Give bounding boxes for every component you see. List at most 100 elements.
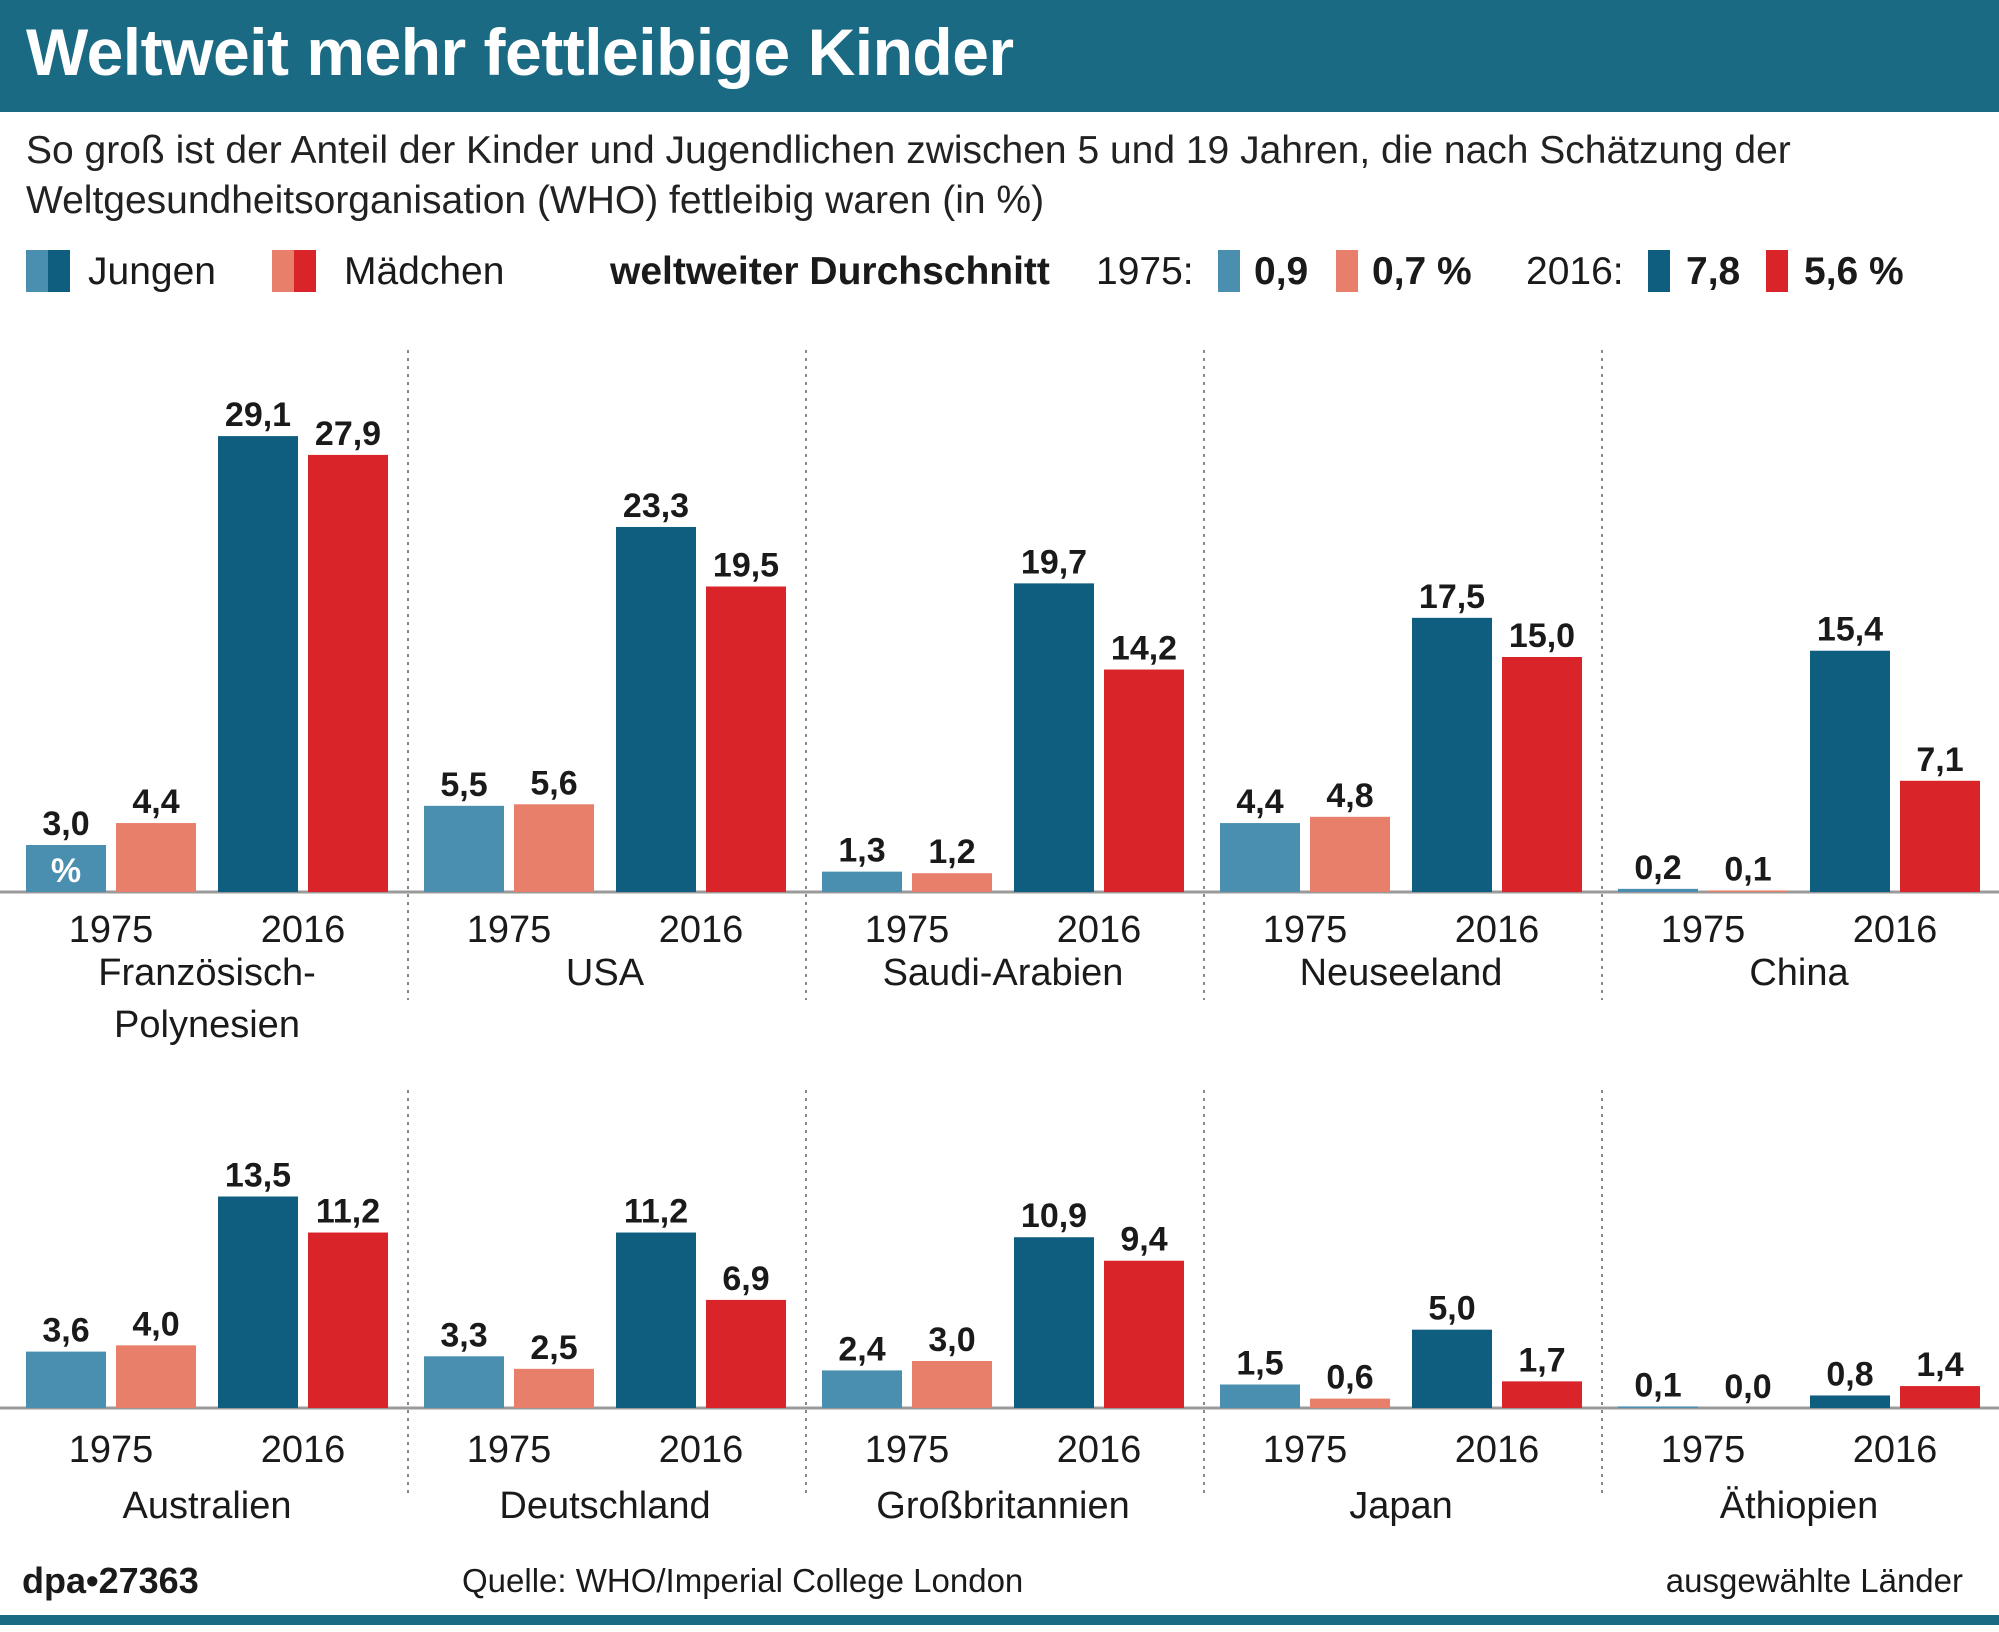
value-label-saudi-arabien-2016-boys: 19,7 xyxy=(1021,543,1087,581)
year-label-grossbritannien-1975: 1975 xyxy=(865,1429,950,1471)
year-label-franzoesisch-polynesien-1975: 1975 xyxy=(69,909,154,951)
avg-1975-girls-swatch xyxy=(1336,250,1358,292)
value-label-franzoesisch-polynesien-1975-girls: 4,4 xyxy=(132,783,179,821)
year-label-saudi-arabien-2016: 2016 xyxy=(1057,909,1142,951)
footer-rule xyxy=(0,1615,1999,1625)
value-label-japan-2016-boys: 5,0 xyxy=(1428,1290,1475,1328)
bar-china-1975-boys xyxy=(1618,888,1698,892)
value-label-japan-1975-girls: 0,6 xyxy=(1326,1359,1373,1397)
country-label-neuseeland: Neuseeland xyxy=(1300,952,1503,994)
value-label-australien-2016-girls: 11,2 xyxy=(316,1193,380,1231)
bar-australien-1975-boys xyxy=(26,1351,106,1408)
year-label-china-1975: 1975 xyxy=(1661,909,1746,951)
country-label-saudi-arabien: Saudi-Arabien xyxy=(883,952,1124,994)
avg-2016-girls-swatch xyxy=(1766,250,1788,292)
year-label-saudi-arabien-1975: 1975 xyxy=(865,909,950,951)
country-label-usa: USA xyxy=(566,952,645,994)
value-label-aethiopien-2016-boys: 0,8 xyxy=(1826,1355,1873,1393)
bar-china-2016-boys xyxy=(1810,650,1890,892)
chart-subtitle: So groß ist der Anteil der Kinder und Ju… xyxy=(26,129,1791,222)
bar-neuseeland-1975-boys xyxy=(1220,823,1300,892)
avg-1975-boys-swatch xyxy=(1218,250,1240,292)
bar-saudi-arabien-2016-girls xyxy=(1104,669,1184,892)
selection-note: ausgewählte Länder xyxy=(1665,1562,1963,1599)
country-label-japan: Japan xyxy=(1349,1485,1453,1527)
value-label-china-1975-girls: 0,1 xyxy=(1724,850,1771,888)
world-average-1975-label: 1975: xyxy=(1096,250,1194,293)
world-average-2016-label: 2016: xyxy=(1526,250,1624,293)
year-label-australien-2016: 2016 xyxy=(261,1429,346,1471)
bar-usa-1975-boys xyxy=(424,805,504,892)
country-label-grossbritannien: Großbritannien xyxy=(876,1485,1129,1527)
bar-deutschland-1975-girls xyxy=(514,1368,594,1408)
bar-japan-1975-girls xyxy=(1310,1398,1390,1408)
bar-neuseeland-2016-boys xyxy=(1412,617,1492,892)
year-label-franzoesisch-polynesien-2016: 2016 xyxy=(261,909,346,951)
value-label-usa-1975-girls: 5,6 xyxy=(530,764,577,802)
bar-neuseeland-1975-girls xyxy=(1310,816,1390,892)
bar-grossbritannien-2016-boys xyxy=(1014,1237,1094,1408)
bar-japan-1975-boys xyxy=(1220,1384,1300,1408)
value-label-grossbritannien-2016-boys: 10,9 xyxy=(1021,1197,1087,1235)
value-label-franzoesisch-polynesien-2016-boys: 29,1 xyxy=(225,396,291,434)
bar-aethiopien-2016-boys xyxy=(1810,1395,1890,1408)
value-label-usa-2016-girls: 19,5 xyxy=(713,547,779,585)
value-label-usa-2016-boys: 23,3 xyxy=(623,487,689,525)
year-label-deutschland-1975: 1975 xyxy=(467,1429,552,1471)
bar-grossbritannien-1975-boys xyxy=(822,1370,902,1408)
year-label-usa-2016: 2016 xyxy=(659,909,744,951)
unit-marker-percent: % xyxy=(51,852,81,890)
bar-saudi-arabien-1975-boys xyxy=(822,871,902,892)
value-label-japan-2016-girls: 1,7 xyxy=(1518,1341,1565,1379)
avg-1975-boys-value: 0,9 xyxy=(1254,250,1309,293)
year-label-usa-1975: 1975 xyxy=(467,909,552,951)
country-label-australien: Australien xyxy=(123,1485,292,1527)
legend-swatch-girls-1975 xyxy=(272,250,294,292)
chart-title: Weltweit mehr fettleibige Kinder xyxy=(26,15,1014,89)
legend-swatch-boys-1975 xyxy=(26,250,48,292)
bar-franzoesisch-polynesien-2016-boys xyxy=(218,436,298,892)
bar-franzoesisch-polynesien-1975-boys xyxy=(26,845,106,892)
value-label-neuseeland-2016-boys: 17,5 xyxy=(1419,578,1485,616)
title-bar: Weltweit mehr fettleibige Kinder xyxy=(0,0,1999,112)
value-label-saudi-arabien-1975-girls: 1,2 xyxy=(928,833,975,871)
bar-china-1975-girls xyxy=(1708,890,1788,892)
value-label-deutschland-1975-girls: 2,5 xyxy=(530,1329,577,1367)
bar-aethiopien-1975-boys xyxy=(1618,1406,1698,1408)
legend-label-boys: Jungen xyxy=(88,250,216,293)
bar-neuseeland-2016-girls xyxy=(1502,657,1582,892)
legend-swatch-girls-2016 xyxy=(294,250,316,292)
value-label-neuseeland-1975-girls: 4,8 xyxy=(1326,777,1373,815)
value-label-usa-1975-boys: 5,5 xyxy=(440,766,487,804)
bar-china-2016-girls xyxy=(1900,780,1980,892)
source-note: Quelle: WHO/Imperial College London xyxy=(462,1562,1024,1599)
year-label-aethiopien-2016: 2016 xyxy=(1853,1429,1938,1471)
value-label-grossbritannien-1975-girls: 3,0 xyxy=(928,1321,975,1359)
value-label-neuseeland-1975-boys: 4,4 xyxy=(1236,783,1283,821)
year-label-grossbritannien-2016: 2016 xyxy=(1057,1429,1142,1471)
bar-japan-2016-girls xyxy=(1502,1381,1582,1408)
bar-grossbritannien-2016-girls xyxy=(1104,1260,1184,1408)
value-label-franzoesisch-polynesien-2016-girls: 27,9 xyxy=(315,415,381,453)
avg-2016-boys-value: 7,8 xyxy=(1686,250,1741,293)
bar-australien-1975-girls xyxy=(116,1345,196,1408)
value-label-japan-1975-boys: 1,5 xyxy=(1236,1345,1283,1383)
value-label-grossbritannien-1975-boys: 2,4 xyxy=(838,1330,885,1368)
value-label-china-1975-boys: 0,2 xyxy=(1634,849,1681,887)
legend-label-girls: Mädchen xyxy=(344,250,505,293)
avg-2016-boys-swatch xyxy=(1648,250,1670,292)
bar-usa-1975-girls xyxy=(514,804,594,892)
legend-swatch-boys-2016 xyxy=(48,250,70,292)
avg-1975-girls-value: 0,7 % xyxy=(1372,250,1472,293)
value-label-china-2016-girls: 7,1 xyxy=(1916,741,1963,779)
country-label-china: China xyxy=(1749,952,1849,994)
value-label-saudi-arabien-2016-girls: 14,2 xyxy=(1111,630,1177,668)
country-label-aethiopien: Äthiopien xyxy=(1720,1485,1878,1527)
world-average-label: weltweiter Durchschnitt xyxy=(610,250,1050,293)
year-label-deutschland-2016: 2016 xyxy=(659,1429,744,1471)
value-label-aethiopien-1975-boys: 0,1 xyxy=(1634,1366,1681,1404)
year-label-neuseeland-1975: 1975 xyxy=(1263,909,1348,951)
year-label-china-2016: 2016 xyxy=(1853,909,1938,951)
value-label-aethiopien-1975-girls: 0,0 xyxy=(1724,1368,1771,1406)
value-label-neuseeland-2016-girls: 15,0 xyxy=(1509,617,1575,655)
